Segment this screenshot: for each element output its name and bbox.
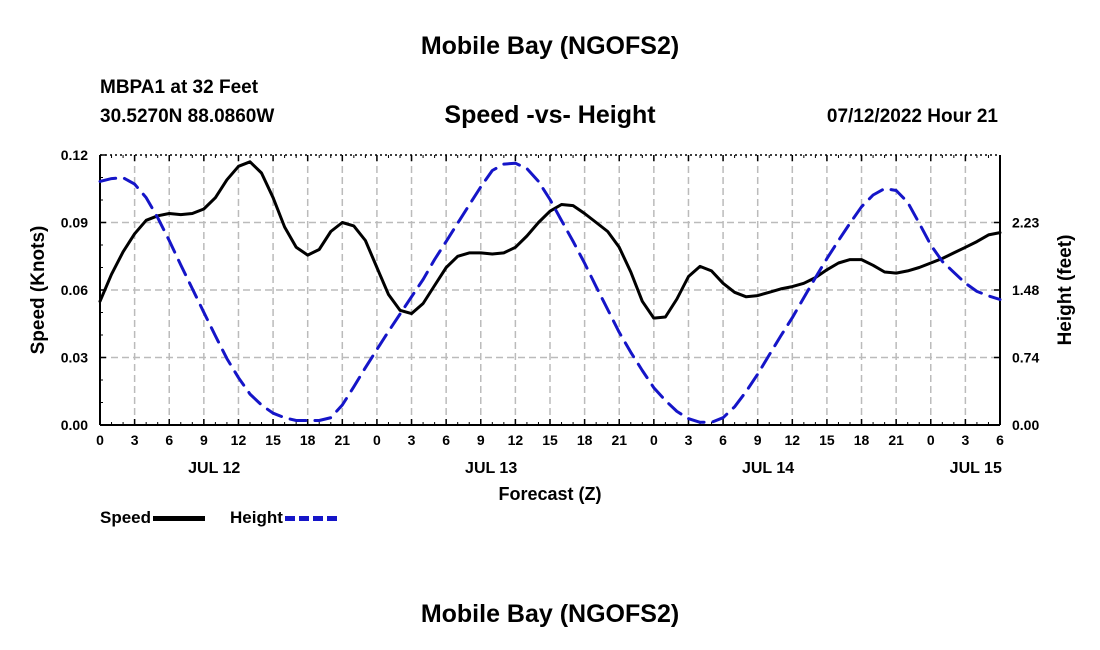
y2-tick-label: 0.74 [1012,350,1039,366]
legend-height-swatch [284,515,337,521]
x-tick-label: 0 [927,432,935,448]
x-tick-label: 18 [854,432,870,448]
x-tick-label: 9 [477,432,485,448]
x-tick-label: 12 [508,432,524,448]
x-tick-label: 18 [577,432,593,448]
x-tick-label: 15 [542,432,558,448]
x-tick-label: 6 [442,432,450,448]
y2-tick-label: 1.48 [1012,282,1039,298]
footer-title: Mobile Bay (NGOFS2) [420,600,680,628]
x-tick-label: 0 [96,432,104,448]
x-tick-label: 12 [231,432,247,448]
speed-series-line [98,160,1002,320]
x-tick-label: 21 [335,432,351,448]
x-tick-label: 9 [754,432,762,448]
y2-tick-label: 2.23 [1012,215,1039,231]
y-tick-label: 0.09 [61,215,88,231]
x-tick-label: 6 [996,432,1004,448]
x-date-label: JUL 12 [188,460,240,477]
legend-speed: Speed [100,508,206,528]
x-tick-label: 3 [961,432,969,448]
x-tick-label: 15 [819,432,835,448]
height-series-line [98,161,1002,424]
x-tick-label: 21 [611,432,627,448]
y-tick-label: 0.03 [61,350,88,366]
y2-axis-label: Height (feet) [1055,235,1076,346]
legend-height: Height [230,508,337,528]
forecast-timestamp: 07/12/2022 Hour 21 [826,106,998,127]
legend-speed-swatch [153,515,206,521]
x-tick-label: 6 [165,432,173,448]
chart-title: Mobile Bay (NGOFS2) [420,32,680,60]
x-tick-label: 6 [719,432,727,448]
x-tick-label: 18 [300,432,316,448]
station-coordinates: 30.5270N 88.0860W [100,106,275,127]
y2-tick-label: 0.00 [1012,417,1039,433]
station-label: MBPA1 at 32 Feet [100,77,259,98]
x-tick-label: 12 [785,432,801,448]
legend-height-label: Height [230,508,283,527]
x-tick-label: 3 [685,432,693,448]
legend-speed-label: Speed [100,508,152,527]
x-tick-label: 9 [200,432,208,448]
x-tick-label: 15 [265,432,281,448]
x-date-label: JUL 15 [950,460,1002,477]
y-tick-label: 0.00 [61,417,88,433]
y-axis-label: Speed (Knots) [28,226,49,355]
x-tick-label: 0 [373,432,381,448]
x-tick-label: 3 [408,432,416,448]
x-axis-label: Forecast (Z) [498,484,601,504]
y-tick-label: 0.06 [61,282,88,298]
chart-subtitle: Speed -vs- Height [444,101,656,129]
x-tick-label: 0 [650,432,658,448]
x-date-label: JUL 13 [465,460,517,477]
x-tick-label: 3 [131,432,139,448]
x-date-label: JUL 14 [742,460,794,477]
x-tick-label: 21 [888,432,904,448]
y-tick-label: 0.12 [61,147,88,163]
